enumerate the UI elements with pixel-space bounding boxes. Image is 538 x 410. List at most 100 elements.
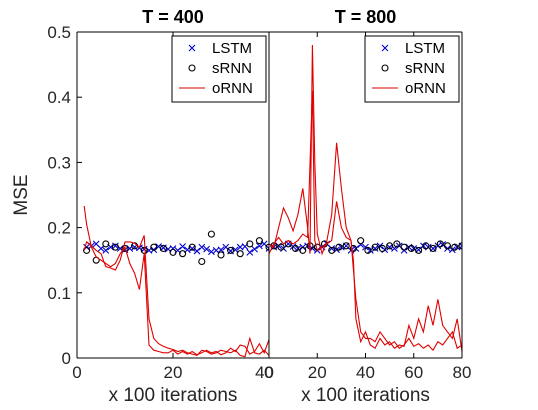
srnn-point: [188, 243, 196, 251]
srnn-point: [150, 243, 158, 251]
legend: LSTM sRNN oRNN: [171, 35, 267, 103]
x-tick-label: 20: [164, 363, 183, 382]
x-tick-label: 40: [255, 363, 274, 382]
lstm-point: [203, 245, 210, 253]
legend-entry-label: LSTM: [405, 40, 445, 57]
ornn-series-line: [83, 206, 269, 356]
legend-o-marker: [188, 64, 196, 72]
srnn-point: [102, 240, 110, 248]
srnn-point: [207, 230, 215, 238]
panel-t800: 0 20 40 60 80 T = 800 x 100 iterations LSTM sRNN…: [264, 7, 471, 406]
srnn-point: [364, 246, 372, 254]
lstm-point: [198, 243, 206, 251]
x-axis-label: x 100 iterations: [109, 385, 238, 406]
x-axis-label: x 100 iterations: [301, 385, 430, 406]
lstm-point: [208, 248, 215, 256]
srnn-point: [277, 243, 285, 251]
lstm-point: [362, 243, 369, 251]
x-tick-label: 80: [453, 363, 472, 382]
srnn-point: [140, 246, 148, 254]
srnn-point: [246, 240, 254, 248]
srnn-point: [436, 240, 444, 248]
srnn-point: [371, 243, 379, 251]
legend-entry-label: oRNN: [405, 80, 446, 97]
panel-title: T = 800: [335, 7, 397, 27]
lstm-point: [102, 247, 110, 254]
srnn-point: [159, 244, 167, 253]
srnn-point: [407, 244, 415, 253]
ornn-series-line: [269, 90, 462, 352]
lstm-point: [140, 245, 148, 253]
plot-area: [83, 206, 269, 358]
lstm-point: [112, 242, 119, 250]
lstm-point: [188, 245, 196, 252]
srnn-point: [217, 251, 225, 259]
lstm-point: [97, 245, 105, 252]
y-tick-label: 0: [62, 349, 71, 368]
srnn-point: [328, 246, 336, 254]
srnn-point: [393, 240, 401, 248]
srnn-point: [443, 242, 452, 250]
srnn-point: [335, 243, 343, 251]
srnn-point: [227, 246, 235, 254]
srnn-point: [378, 244, 386, 253]
legend-o-marker: [381, 64, 389, 72]
lstm-point: [420, 242, 427, 250]
legend-entry-label: LSTM: [212, 40, 252, 57]
srnn-point: [270, 242, 278, 250]
legend-box: [171, 35, 267, 103]
srnn-point: [83, 246, 91, 254]
lstm-point: [246, 248, 254, 256]
lstm-point: [371, 245, 379, 252]
srnn-point: [111, 243, 119, 251]
srnn-point: [198, 257, 206, 266]
lstm-point: [179, 243, 186, 250]
y-tick-label: 0.5: [47, 23, 71, 42]
y-axis-label: MSE: [11, 174, 32, 215]
srnn-point: [400, 243, 408, 251]
legend-x-marker: [381, 44, 389, 52]
panel-title: T = 400: [142, 7, 204, 27]
legend: LSTM sRNN oRNN: [364, 35, 460, 103]
srnn-point: [169, 248, 177, 256]
srnn-point: [415, 246, 423, 254]
x-tick-label: 20: [308, 363, 327, 382]
lstm-point: [217, 246, 225, 254]
srnn-point: [357, 237, 365, 245]
srnn-point: [236, 250, 244, 258]
srnn-point: [342, 242, 350, 250]
lstm-point: [251, 245, 258, 253]
y-tick-label: 0.1: [47, 284, 71, 303]
srnn-point: [291, 244, 300, 253]
srnn-point: [429, 244, 437, 253]
lstm-point: [386, 243, 394, 251]
lstm-point: [328, 245, 336, 252]
legend-entry-label: sRNN: [405, 60, 445, 77]
y-tick-label: 0.2: [47, 219, 71, 238]
ornn-series-line: [269, 44, 462, 352]
x-tick-label: 60: [404, 363, 423, 382]
srnn-point: [121, 244, 129, 253]
lstm-point: [265, 245, 269, 252]
legend-box: [364, 35, 460, 103]
x-tick-label: 0: [72, 363, 81, 382]
srnn-point: [349, 244, 357, 253]
srnn-point: [458, 242, 462, 250]
plot-area: [269, 44, 462, 352]
x-tick-label: 0: [264, 363, 273, 382]
legend-entry-label: sRNN: [212, 60, 252, 77]
srnn-point: [265, 243, 269, 251]
srnn-point: [451, 243, 459, 251]
srnn-point: [386, 242, 394, 250]
srnn-point: [255, 237, 263, 245]
y-tick-label: 0.3: [47, 153, 71, 172]
y-tick-label: 0.4: [47, 88, 71, 107]
lstm-point: [256, 242, 263, 250]
srnn-point: [179, 250, 187, 258]
legend-entry-label: oRNN: [212, 80, 253, 97]
ornn-series-line: [83, 235, 269, 358]
x-tick-label: 40: [356, 363, 375, 382]
srnn-point: [422, 242, 430, 250]
